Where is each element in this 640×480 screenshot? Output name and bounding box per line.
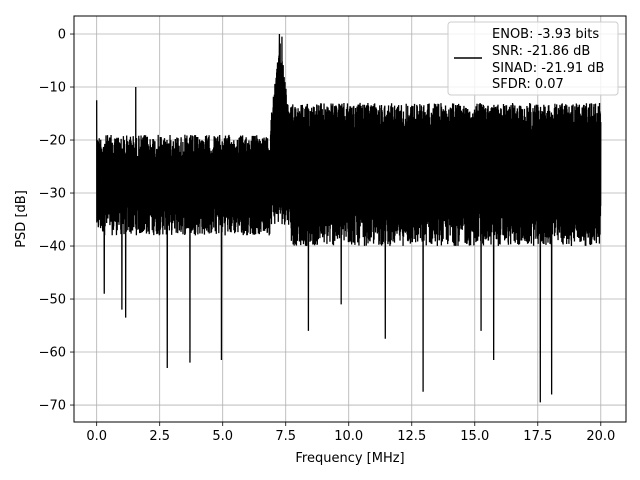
- y-tick-label: −60: [39, 346, 66, 361]
- legend-entry-sfdr: SFDR: 0.07: [492, 77, 564, 92]
- x-tick-label: 7.5: [275, 429, 296, 444]
- y-tick-label: 0: [58, 28, 66, 43]
- psd-series-line: [96, 34, 602, 403]
- x-tick-label: 0.0: [86, 429, 107, 444]
- plot-area: [96, 34, 602, 403]
- legend-box: [447, 21, 619, 96]
- x-tick-label: 12.5: [397, 429, 426, 444]
- x-tick-label: 10.0: [334, 429, 363, 444]
- axes-frame: [73, 15, 627, 423]
- x-tick-label: 2.5: [149, 429, 170, 444]
- x-axis-label: Frequency [MHz]: [295, 451, 404, 466]
- y-tick-label: −70: [39, 399, 66, 414]
- x-tick-label: 17.5: [523, 429, 552, 444]
- x-tick-label: 5.0: [212, 429, 233, 444]
- y-tick-label: −40: [39, 240, 66, 255]
- y-tick-label: −30: [39, 187, 66, 202]
- y-axis-ticks: 0 −10 −20 −30 −40 −50 −60 −70: [39, 28, 74, 414]
- x-axis-ticks: 0.0 2.5 5.0 7.5 10.0 12.5 15.0 17.5 20.0: [86, 422, 615, 444]
- y-tick-label: −10: [39, 81, 66, 96]
- y-axis-label: PSD [dB]: [14, 190, 29, 248]
- legend-entry-snr: SNR: -21.86 dB: [492, 44, 590, 59]
- legend-entry-sinad: SINAD: -21.91 dB: [492, 61, 604, 76]
- legend: ENOB: -3.93 bits SNR: -21.86 dB SINAD: -…: [447, 21, 619, 96]
- legend-entry-enob: ENOB: -3.93 bits: [492, 27, 599, 42]
- y-tick-label: −20: [39, 134, 66, 149]
- x-tick-label: 20.0: [586, 429, 615, 444]
- y-tick-label: −50: [39, 293, 66, 308]
- x-tick-label: 15.0: [460, 429, 489, 444]
